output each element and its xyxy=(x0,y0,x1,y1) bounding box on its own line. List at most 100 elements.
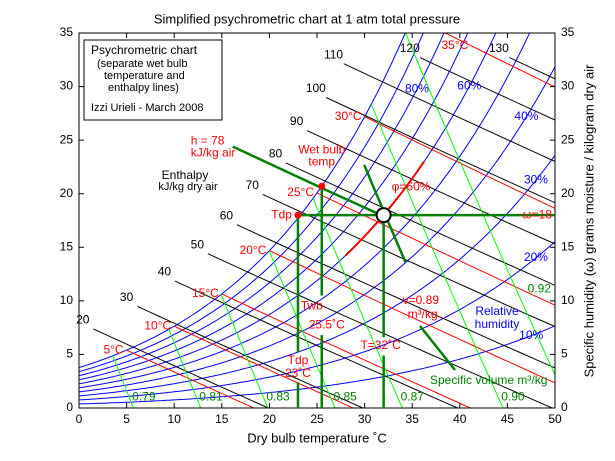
wet-bulb-line xyxy=(221,293,471,408)
enthalpy-line xyxy=(262,193,555,328)
wet-bulb-line xyxy=(269,250,555,384)
rh-label: 20% xyxy=(524,250,548,264)
enthalpy-label: 130 xyxy=(489,41,509,55)
enthalpy-label: 100 xyxy=(306,81,326,95)
rh-curve xyxy=(79,33,469,381)
y-tick-label: 30 xyxy=(60,79,74,93)
y2-tick-label: 25 xyxy=(561,132,575,146)
wet-bulb-label: 30°C xyxy=(335,109,362,123)
y2-tick-label: 5 xyxy=(561,347,568,361)
enthalpy-label: 20 xyxy=(76,313,90,327)
x-tick-label: 20 xyxy=(263,412,277,426)
info-author: Izzi Urieli - March 2008 xyxy=(91,102,203,114)
enthalpy-label: 40 xyxy=(158,265,172,279)
chart-title: Simplified psychrometric chart at 1 atm … xyxy=(154,11,460,26)
dew-point-dot-label: Tdp xyxy=(271,207,292,221)
dew-point-label: 23˚C xyxy=(285,366,311,380)
wet-bulb-label: 15°C xyxy=(192,286,219,300)
rh-label: 40% xyxy=(514,109,538,123)
x-tick-label: 25 xyxy=(310,412,324,426)
dew-point-dot xyxy=(294,211,302,219)
y2-tick-label: 0 xyxy=(561,400,568,414)
enthalpy-label: 90 xyxy=(290,114,304,128)
wet-bulb-line xyxy=(444,33,555,88)
enthalpy-line xyxy=(285,162,555,286)
rh-label: 10% xyxy=(519,328,543,342)
wet-bulb-dot xyxy=(318,182,326,190)
pointer-line xyxy=(419,325,456,371)
enthalpy-line xyxy=(306,130,555,245)
x-tick-label: 10 xyxy=(168,412,182,426)
y2-tick-label: 15 xyxy=(561,239,575,253)
x-tick-label: 40 xyxy=(453,412,467,426)
wet-bulb-line xyxy=(316,192,555,306)
wet-bulb-line xyxy=(126,349,255,408)
enthalpy-line xyxy=(236,224,555,369)
y-tick-label: 25 xyxy=(60,132,74,146)
volume-label: 0.90 xyxy=(501,389,525,403)
y-tick-label: 10 xyxy=(60,293,74,307)
info-box-frame xyxy=(83,39,223,121)
enthalpy-line xyxy=(174,280,458,408)
state-point xyxy=(375,207,392,224)
state-volume-label: m³/kg xyxy=(408,307,438,321)
rh-name: Relative xyxy=(475,304,519,318)
y-tick-label: 35 xyxy=(60,25,74,39)
enthalpy-label: 50 xyxy=(191,237,205,251)
volume-line xyxy=(268,250,336,408)
y2-tick-label: 20 xyxy=(561,186,575,200)
y-tick-label: 0 xyxy=(66,400,73,414)
volume-line xyxy=(220,294,269,408)
info-title: Psychrometric chart xyxy=(91,43,198,57)
x-tick-label: 50 xyxy=(548,412,562,426)
rh-name: humidity xyxy=(475,317,520,331)
volume-label: 0.81 xyxy=(199,389,223,403)
enthalpy-label: 70 xyxy=(246,178,260,192)
dew-point-label: Tdp xyxy=(288,353,309,367)
dry-bulb-label: T=32˚C xyxy=(360,338,401,352)
y-axis-label: Specific humidity (ω) grams moisture / k… xyxy=(581,64,596,378)
wet-bulb-label: 35°C xyxy=(441,38,468,52)
wet-bulb-name: Wet bulb xyxy=(298,142,345,156)
info-line: enthalpy lines) xyxy=(108,82,179,94)
omega-label: ω=18 xyxy=(522,207,552,221)
enthalpy-line xyxy=(419,57,555,121)
wet-bulb-label: 10°C xyxy=(144,318,171,332)
wet-bulb-label: 25°C xyxy=(287,185,314,199)
volume-label: 0.92 xyxy=(528,281,552,295)
x-tick-label: 5 xyxy=(123,412,130,426)
x-tick-label: 35 xyxy=(406,412,420,426)
y2-tick-label: 10 xyxy=(561,293,575,307)
volume-label: 0.87 xyxy=(401,389,425,403)
wet-bulb-marker-label: 25.5˚C xyxy=(309,318,345,332)
y-tick-label: 5 xyxy=(66,347,73,361)
info-box: Psychrometric chart (separate wet bulb t… xyxy=(83,39,223,121)
y-tick-label: 20 xyxy=(60,186,74,200)
wet-bulb-marker-label: Twb xyxy=(301,298,323,312)
state-enthalpy-line xyxy=(232,145,382,217)
info-line: temperature and xyxy=(104,70,185,82)
wet-bulb-label: 5°C xyxy=(103,342,123,356)
enthalpy-line xyxy=(343,63,555,162)
state-enthalpy-label: kJ/kg air xyxy=(191,146,236,160)
enthalpy-label: 80 xyxy=(269,147,283,161)
rh-curve xyxy=(79,33,497,385)
x-tick-label: 0 xyxy=(76,412,83,426)
enthalpy-name: Enthalpy xyxy=(162,168,209,182)
volume-line xyxy=(405,33,555,377)
rh-curve xyxy=(79,33,424,373)
x-tick-label: 45 xyxy=(501,412,515,426)
rh-curve xyxy=(79,33,531,389)
enthalpy-line xyxy=(325,97,555,204)
enthalpy-line xyxy=(93,328,269,408)
rh-curve xyxy=(79,33,445,377)
enthalpy-name: kJ/kg dry air xyxy=(158,181,218,193)
volume-line xyxy=(312,198,403,408)
enthalpy-label: 30 xyxy=(120,290,134,304)
rh-curve xyxy=(79,155,555,397)
volume-line xyxy=(370,104,504,408)
y2-tick-label: 30 xyxy=(561,79,575,93)
rh-curve xyxy=(79,66,555,393)
y-tick-label: 15 xyxy=(60,239,74,253)
